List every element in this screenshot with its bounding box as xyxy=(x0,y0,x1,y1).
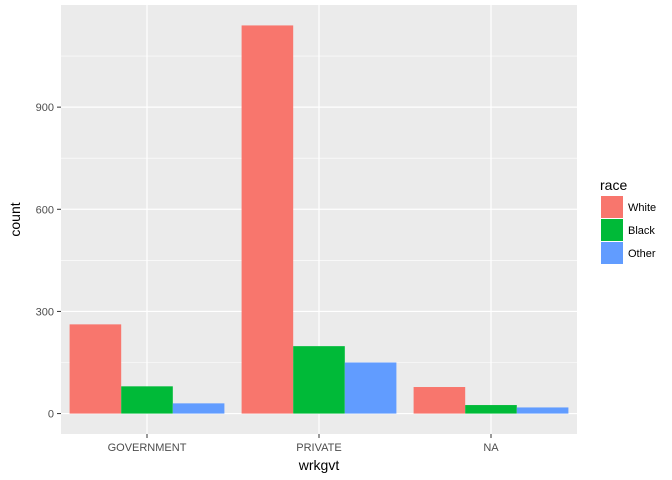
bar-black-government xyxy=(121,386,173,414)
x-tick-label: NA xyxy=(483,442,499,454)
legend: race White Black Other xyxy=(600,177,656,264)
x-tick-label: PRIVATE xyxy=(296,442,341,454)
bar-white-private xyxy=(241,25,294,414)
y-tick-label: 0 xyxy=(48,409,54,421)
x-axis-title: wrkgvt xyxy=(298,457,340,473)
bar-other-na xyxy=(516,407,569,414)
y-tick-label: 600 xyxy=(36,204,54,216)
bar-black-private xyxy=(293,346,345,414)
bar-white-government xyxy=(69,324,122,414)
bar-other-private xyxy=(344,362,397,414)
y-axis: 0 300 600 900 xyxy=(36,102,61,421)
y-axis-title: count xyxy=(7,202,23,236)
legend-key-white xyxy=(601,196,623,218)
bars xyxy=(69,25,569,414)
legend-label-black: Black xyxy=(628,225,655,237)
legend-key-black xyxy=(601,219,623,241)
bar-black-na xyxy=(465,405,517,414)
bar-other-government xyxy=(172,403,225,414)
y-tick-label: 300 xyxy=(36,306,54,318)
legend-title: race xyxy=(600,177,627,193)
bar-white-na xyxy=(413,387,466,414)
legend-key-other xyxy=(601,242,623,264)
y-tick-label: 900 xyxy=(36,102,54,114)
legend-label-white: White xyxy=(628,202,656,214)
x-tick-label: GOVERNMENT xyxy=(108,442,187,454)
legend-label-other: Other xyxy=(628,248,656,260)
x-axis: GOVERNMENT PRIVATE NA xyxy=(108,434,499,454)
